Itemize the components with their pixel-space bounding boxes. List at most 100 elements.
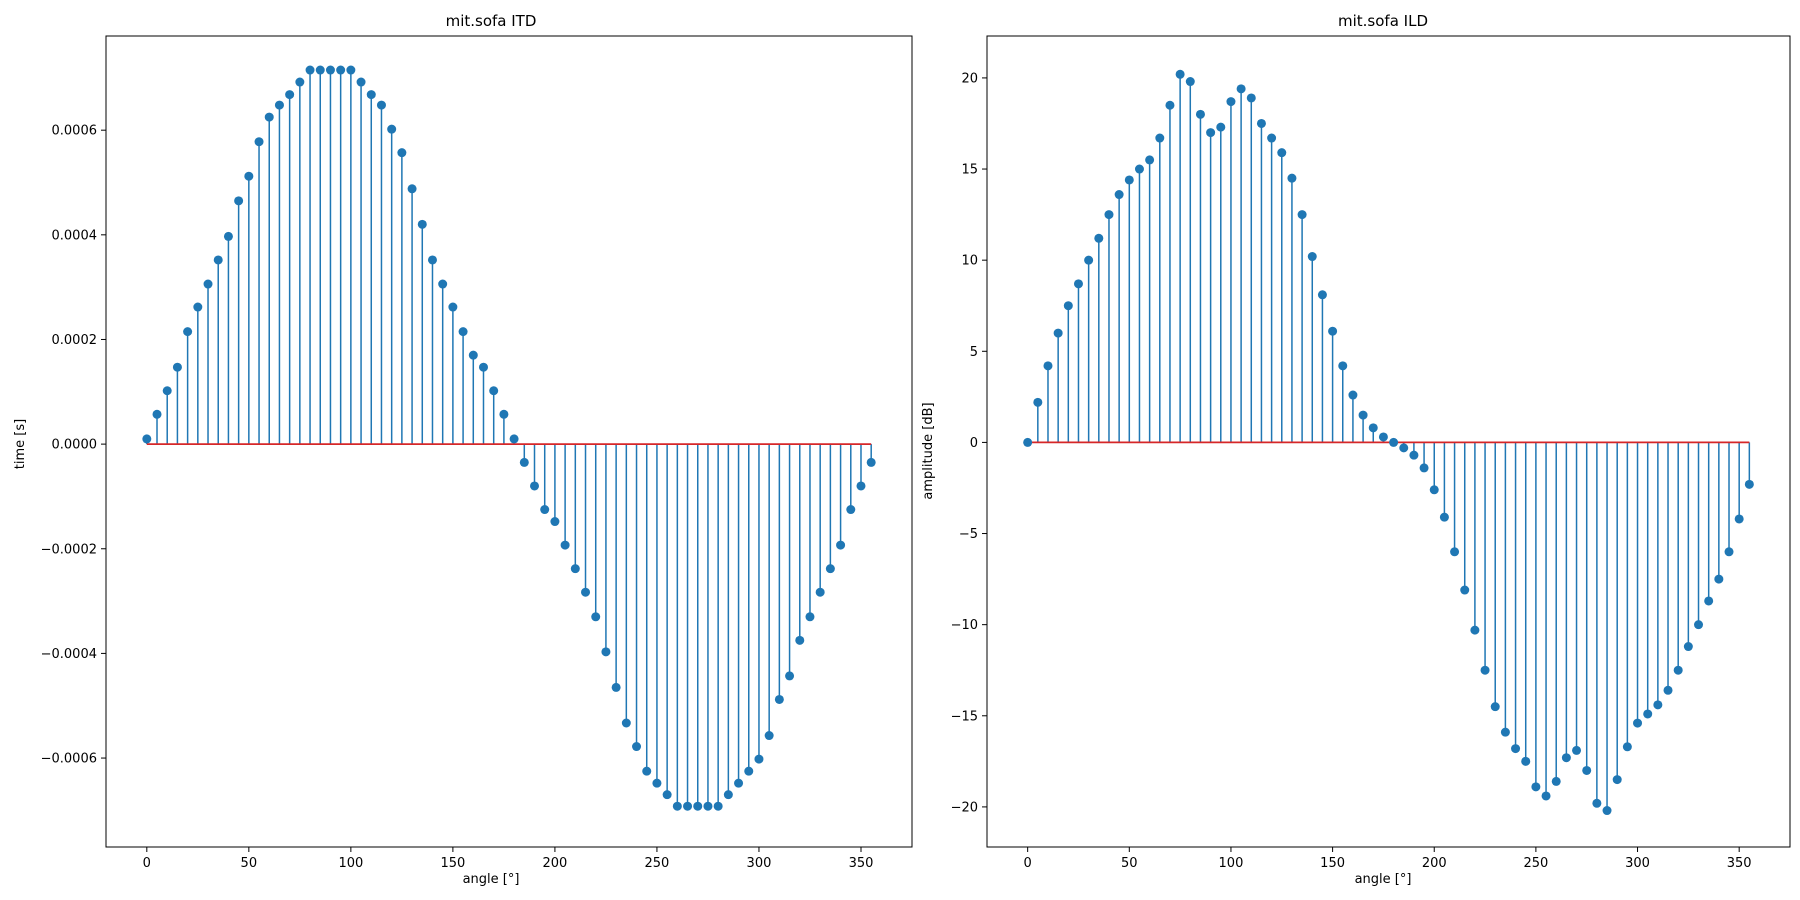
itd-data-point (805, 612, 815, 622)
ild-data-point (1185, 77, 1195, 87)
ild-data-point (1714, 574, 1724, 584)
itd-x-axis-label: angle [°] (463, 872, 520, 887)
itd-data-point (621, 718, 631, 728)
itd-data-point (601, 647, 611, 657)
ild-data-point (1155, 133, 1165, 143)
ild-data-point (1389, 437, 1399, 447)
itd-data-point (366, 90, 376, 100)
ild-data-point (1460, 585, 1470, 595)
itd-data-point (642, 766, 652, 776)
itd-data-point (397, 148, 407, 158)
ild-data-point (1317, 290, 1327, 300)
ild-data-point (1195, 109, 1205, 119)
ild-x-tick-label: 50 (1121, 856, 1138, 871)
itd-data-point (162, 386, 172, 396)
ild-data-point (1541, 791, 1551, 801)
ild-data-point (1145, 155, 1155, 165)
itd-data-point (662, 790, 672, 800)
ild-data-point (1582, 765, 1592, 775)
ild-data-point (1368, 423, 1378, 433)
itd-x-tick-label: 50 (241, 856, 258, 871)
itd-data-point (693, 801, 703, 811)
ild-y-tick-label: −20 (951, 800, 978, 815)
itd-data-point (285, 90, 295, 100)
ild-data-point (1429, 485, 1439, 495)
itd-data-point (632, 742, 642, 752)
ild-data-point (1409, 450, 1419, 460)
ild-data-point (1694, 620, 1704, 630)
ild-y-tick-label: −5 (959, 527, 978, 542)
itd-data-point (448, 302, 458, 312)
ild-data-point (1592, 798, 1602, 808)
ild-data-point (1633, 718, 1643, 728)
ild-data-point (1439, 512, 1449, 522)
ild-data-point (1653, 700, 1663, 710)
itd-y-tick-label: −0.0006 (41, 752, 97, 767)
itd-x-tick-label: 300 (747, 856, 772, 871)
ild-data-point (1328, 326, 1338, 336)
itd-data-point (836, 540, 846, 550)
ild-data-point (1287, 173, 1297, 183)
ild-y-tick-label: 10 (961, 254, 978, 269)
ild-data-point (1033, 397, 1043, 407)
ild-data-point (1724, 547, 1734, 557)
ild-data-point (1216, 122, 1226, 132)
itd-data-point (754, 754, 764, 764)
itd-data-point (264, 112, 274, 122)
itd-data-point (713, 801, 723, 811)
itd-data-point (856, 481, 866, 491)
itd-data-point (458, 327, 468, 337)
ild-data-point (1500, 727, 1510, 737)
itd-chart: mit.sofa ITD angle [°] time [s] 0 50 100 15… (13, 12, 913, 887)
itd-data-point (672, 801, 682, 811)
ild-x-tick-label: 300 (1625, 856, 1650, 871)
itd-data-point (570, 564, 580, 574)
ild-data-point (1734, 514, 1744, 524)
ild-data-point (1673, 665, 1683, 675)
ild-y-axis-label: amplitude [dB] (921, 402, 936, 499)
ild-y-tick-label: −15 (951, 709, 978, 724)
ild-data-point (1084, 255, 1094, 265)
ild-data-point (1023, 437, 1033, 447)
itd-data-point (336, 65, 346, 75)
itd-data-point (519, 457, 529, 467)
itd-data-point (193, 302, 203, 312)
itd-x-tick-label: 100 (338, 856, 363, 871)
itd-data-point (325, 65, 335, 75)
ild-data-point (1612, 775, 1622, 785)
itd-data-point (305, 65, 315, 75)
itd-data-point (591, 612, 601, 622)
itd-data-point (315, 65, 325, 75)
itd-data-point (774, 694, 784, 704)
itd-x-tick-label: 0 (143, 856, 151, 871)
ild-x-axis-label: angle [°] (1355, 872, 1412, 887)
ild-data-point (1450, 547, 1460, 557)
itd-data-point (234, 196, 244, 206)
itd-data-point (223, 231, 233, 241)
itd-x-tick-label: 200 (542, 856, 567, 871)
itd-data-point (530, 481, 540, 491)
ild-data-point (1348, 390, 1358, 400)
ild-data-point (1378, 432, 1388, 442)
ild-data-point (1073, 279, 1083, 289)
ild-data-point (1226, 97, 1236, 107)
ild-y-tick-label: −10 (951, 618, 978, 633)
itd-data-point (550, 517, 560, 527)
itd-data-point (764, 731, 774, 741)
itd-data-point (795, 635, 805, 645)
itd-data-point (509, 434, 519, 444)
ild-x-tick-label: 200 (1422, 856, 1447, 871)
ild-data-point (1267, 133, 1277, 143)
itd-data-point (744, 766, 754, 776)
ild-data-point (1572, 745, 1582, 755)
ild-data-point (1307, 252, 1317, 262)
ild-y-tick-label: 15 (961, 163, 978, 178)
ild-data-point (1246, 93, 1256, 103)
itd-chart-title: mit.sofa ITD (446, 12, 537, 30)
ild-x-tick-label: 150 (1320, 856, 1345, 871)
ild-x-tick-label: 100 (1219, 856, 1244, 871)
itd-data-point (152, 409, 162, 419)
itd-data-point (611, 682, 621, 692)
itd-data-point (468, 350, 478, 360)
